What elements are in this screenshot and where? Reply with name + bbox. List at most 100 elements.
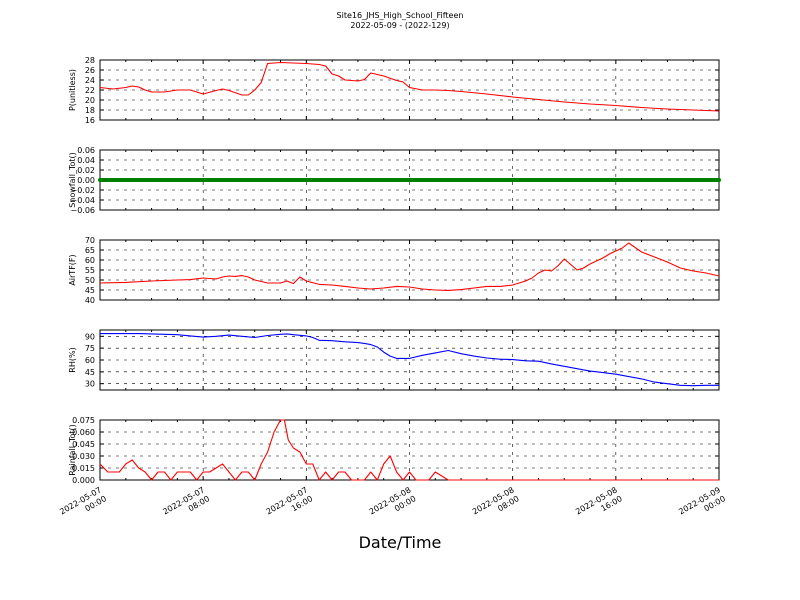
panel-1-y-tick-label: 20 (85, 96, 95, 105)
panel-2-data-point (223, 178, 228, 182)
panel-5-y-tick-label: 0.015 (72, 464, 95, 473)
panel-2-data-point (114, 178, 119, 182)
panel-2-data-point (372, 178, 377, 182)
panel-2-data-point (662, 178, 667, 182)
panel-2-data-point (120, 178, 125, 182)
panel-2-data-point (436, 178, 441, 182)
panel-2-data-point (355, 178, 360, 182)
panel-2-y-tick-label: −0.04 (70, 196, 95, 205)
panel-2-data-point (297, 178, 302, 182)
panel-1-y-tick-label: 22 (85, 86, 95, 95)
panel-2-data-point (717, 178, 721, 182)
panel-2-data-point (562, 178, 567, 182)
panel-2-data-point (446, 178, 451, 182)
panel-5-y-tick-label: 0.045 (72, 440, 95, 449)
panel-2-data-point (413, 178, 418, 182)
panel-2-data-point (584, 178, 589, 182)
panel-4-y-tick-label: 60 (85, 356, 95, 365)
panel-2-data-point (575, 178, 580, 182)
panel-2-data-point (639, 178, 644, 182)
panel-2-data-point (139, 178, 144, 182)
panel-2-data-point (349, 178, 354, 182)
panel-2-data-point (549, 178, 554, 182)
panel-3-y-tick-label: 45 (85, 286, 95, 295)
panel-2-data-point (462, 178, 467, 182)
panel-2-data-point (117, 178, 122, 182)
panel-2-data-point (291, 178, 296, 182)
panel-2-data-point (526, 178, 531, 182)
panel-2-data-point (362, 178, 367, 182)
panel-2-data-point (681, 178, 686, 182)
panel-2-data-point (301, 178, 306, 182)
panel-2-data-point (642, 178, 647, 182)
panel-5-y-tick-label: 0.075 (72, 416, 95, 425)
panel-2-data-point (304, 178, 309, 182)
panel-2-data-point (172, 178, 177, 182)
panel-2-data-point (381, 178, 386, 182)
panel-2-data-point (491, 178, 496, 182)
panel-2-data-point (494, 178, 499, 182)
panel-2-data-point (555, 178, 560, 182)
panel-2-data-point (510, 178, 515, 182)
panel-2-data-point (517, 178, 522, 182)
panel-2-data-point (707, 178, 712, 182)
panel-2-data-point (481, 178, 486, 182)
panel-2-data-point (629, 178, 634, 182)
panel-2-data-point (378, 178, 383, 182)
panel-2-data-point (694, 178, 699, 182)
panel-2-data-point (530, 178, 535, 182)
panel-2-data-point (581, 178, 586, 182)
panel-2-data-point (704, 178, 709, 182)
panel-1-y-tick-label: 18 (85, 106, 95, 115)
panel-2-data-point (146, 178, 151, 182)
panel-2-data-point (600, 178, 605, 182)
panel-2-data-point (658, 178, 663, 182)
panel-2-data-point (159, 178, 164, 182)
panel-2-data-point (246, 178, 251, 182)
panel-2-data-point (568, 178, 573, 182)
panel-2-data-point (201, 178, 206, 182)
panel-2-data-point (507, 178, 512, 182)
panel-2-data-point (700, 178, 705, 182)
panel-5-y-tick-label: 0.060 (72, 428, 95, 437)
panel-3-y-tick-label: 65 (85, 246, 95, 255)
panel-2-data-point (649, 178, 654, 182)
panel-2-data-point (478, 178, 483, 182)
panel-2-data-point (181, 178, 186, 182)
figure-title: Site16_JHS_High_School_Fifteen (336, 11, 464, 20)
panel-2-data-point (410, 178, 415, 182)
panel-2-data-point (588, 178, 593, 182)
panel-2-data-point (465, 178, 470, 182)
panel-2-data-point (439, 178, 444, 182)
panel-2-data-point (278, 178, 283, 182)
panel-2-data-point (165, 178, 170, 182)
panel-2-data-point (136, 178, 141, 182)
panel-2-data-point (468, 178, 473, 182)
panel-2-data-point (284, 178, 289, 182)
panel-2-data-point (368, 178, 373, 182)
panel-2-data-point (610, 178, 615, 182)
panel-2-data-point (272, 178, 277, 182)
panel-2-data-point (397, 178, 402, 182)
panel-2-data-point (710, 178, 715, 182)
panel-2-data-point (668, 178, 673, 182)
panel-2-data-point (426, 178, 431, 182)
panel-2-data-point (107, 178, 112, 182)
panel-2-data-point (365, 178, 370, 182)
panel-2-data-point (320, 178, 325, 182)
panel-5-series-line (99, 419, 719, 481)
panel-2-data-point (133, 178, 138, 182)
panel-4-y-tick-label: 45 (85, 368, 95, 377)
panel-2-data-point (185, 178, 190, 182)
panel-3-y-axis-label: AirTF(F) (68, 254, 77, 285)
panel-2-data-point (194, 178, 199, 182)
panel-2-data-point (265, 178, 270, 182)
panel-2-data-point (152, 178, 157, 182)
panel-2-data-point (149, 178, 154, 182)
panel-4-y-tick-label: 90 (85, 332, 95, 341)
